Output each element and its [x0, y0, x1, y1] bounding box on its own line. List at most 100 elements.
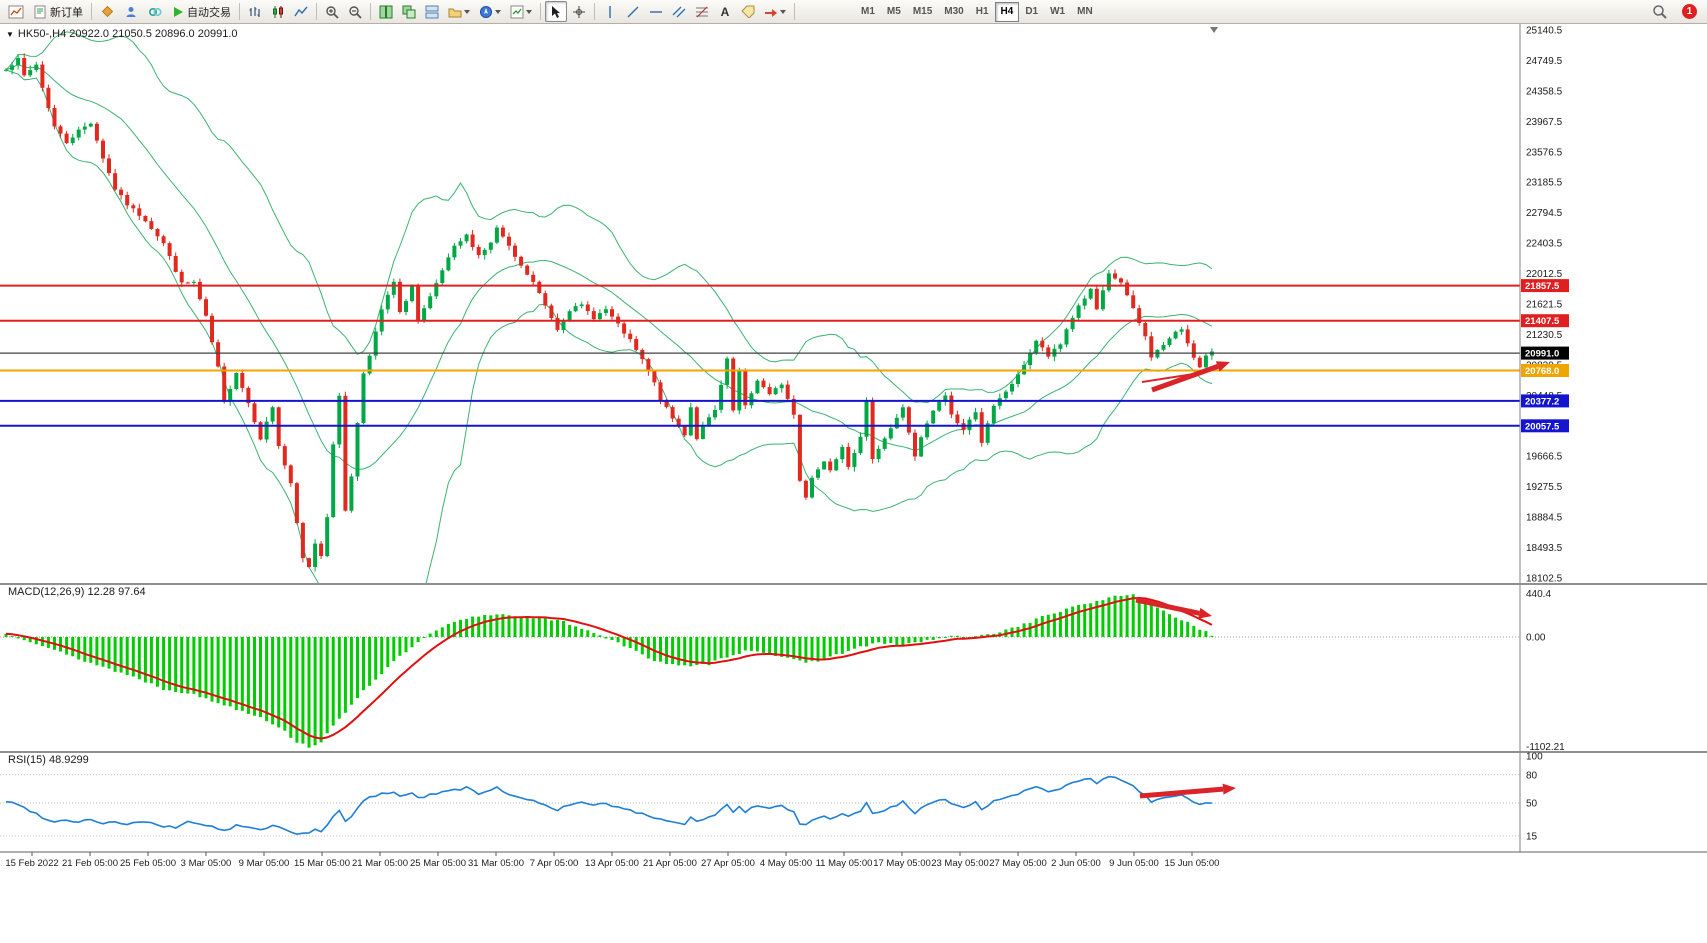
timeframe-group: M1 M5 M15 M30 H1 H4 D1 W1 MN — [855, 1, 1099, 22]
toolbar-separator — [239, 3, 240, 20]
svg-text:11 May 05:00: 11 May 05:00 — [816, 858, 873, 869]
svg-text:21 Apr 05:00: 21 Apr 05:00 — [643, 858, 697, 869]
price-scale[interactable] — [1521, 24, 1707, 852]
toolbar-separator — [594, 3, 595, 20]
arrange-windows-icon[interactable] — [421, 1, 443, 22]
svg-text:3 Mar 05:00: 3 Mar 05:00 — [181, 858, 232, 869]
toolbar-separator — [370, 3, 371, 20]
chevron-down-icon — [780, 9, 786, 14]
new-order-button[interactable]: 新订单 — [29, 1, 87, 22]
main-price-panel[interactable] — [0, 24, 1520, 584]
svg-text:80: 80 — [1526, 770, 1538, 781]
timeframe-button-H4[interactable]: H4 — [994, 1, 1020, 22]
notification-badge[interactable]: 1 — [1682, 4, 1697, 19]
svg-text:9 Mar 05:00: 9 Mar 05:00 — [239, 858, 290, 869]
navigator-icon[interactable] — [475, 1, 505, 22]
timeframe-button-D1[interactable]: D1 — [1025, 6, 1039, 17]
zoom-in-icon[interactable] — [321, 1, 343, 22]
svg-text:31 Mar 05:00: 31 Mar 05:00 — [468, 858, 524, 869]
macd-panel[interactable] — [0, 585, 1520, 751]
candlestick-chart-icon[interactable] — [267, 1, 289, 22]
rsi-value: 48.9299 — [48, 754, 89, 766]
cursor-tool[interactable] — [545, 1, 567, 22]
indicators-icon[interactable] — [506, 1, 536, 22]
timeframe-button-MN[interactable]: MN — [1077, 6, 1093, 17]
auto-trading-play-icon — [174, 6, 183, 17]
svg-text:17 May 05:00: 17 May 05:00 — [873, 858, 931, 869]
svg-text:25140.5: 25140.5 — [1526, 26, 1563, 37]
channel-tool[interactable] — [668, 1, 690, 22]
zoom-out-icon[interactable] — [344, 1, 366, 22]
horizontal-line-tool[interactable] — [645, 1, 667, 22]
rsi-title: RSI(15) — [8, 754, 46, 766]
chart-collapse-icon[interactable]: ▼ — [6, 30, 14, 39]
svg-text:20057.5: 20057.5 — [1525, 421, 1560, 432]
line-chart-icon[interactable] — [290, 1, 312, 22]
cascade-windows-icon[interactable] — [398, 1, 420, 22]
auto-trading-button[interactable]: 自动交易 — [168, 1, 235, 22]
label-tool[interactable] — [737, 1, 759, 22]
svg-text:18102.5: 18102.5 — [1526, 574, 1563, 585]
profiles-icon[interactable] — [444, 1, 474, 22]
svg-text:22403.5: 22403.5 — [1526, 239, 1563, 250]
chevron-down-icon — [464, 9, 470, 14]
main-toolbar: 新订单 自动交易 A M1 M5 M15 M30 H1 H4 D1 W1 MN 1 — [0, 0, 1707, 24]
timeframe-button-M5[interactable]: M5 — [886, 6, 901, 17]
text-tool[interactable]: A — [714, 1, 736, 22]
timeframe-button-H1[interactable]: H1 — [975, 6, 989, 17]
chart-ohlc-label: HK50-,H4 20922.0 21050.5 20896.0 20991.0 — [17, 28, 238, 40]
community-icon[interactable] — [143, 1, 167, 22]
svg-text:50: 50 — [1526, 799, 1538, 810]
signals-icon[interactable] — [120, 1, 142, 22]
svg-text:15 Mar 05:00: 15 Mar 05:00 — [294, 858, 350, 869]
search-icon[interactable] — [1648, 1, 1671, 22]
rsi-header: RSI(15) 48.9299 — [8, 754, 89, 766]
chart-window-icon[interactable] — [4, 1, 28, 22]
rsi-panel[interactable] — [0, 753, 1520, 852]
fibonacci-tool[interactable] — [691, 1, 713, 22]
svg-text:15 Feb 2022: 15 Feb 2022 — [5, 858, 58, 869]
notification-count: 1 — [1686, 6, 1693, 17]
svg-text:15: 15 — [1526, 831, 1538, 842]
trendline-tool[interactable] — [622, 1, 644, 22]
svg-text:19275.5: 19275.5 — [1526, 482, 1563, 493]
svg-text:21857.5: 21857.5 — [1525, 281, 1560, 292]
text-tool-label: A — [720, 4, 730, 19]
vertical-line-tool[interactable] — [599, 1, 621, 22]
svg-text:24358.5: 24358.5 — [1526, 86, 1563, 97]
svg-text:25 Mar 05:00: 25 Mar 05:00 — [410, 858, 466, 869]
svg-text:21 Feb 05:00: 21 Feb 05:00 — [62, 858, 118, 869]
tile-windows-icon[interactable] — [375, 1, 397, 22]
svg-text:18884.5: 18884.5 — [1526, 513, 1563, 524]
svg-text:19666.5: 19666.5 — [1526, 452, 1563, 463]
crosshair-tool[interactable] — [568, 1, 590, 22]
new-order-icon — [34, 5, 46, 18]
svg-text:27 Apr 05:00: 27 Apr 05:00 — [701, 858, 755, 869]
svg-text:440.4: 440.4 — [1526, 589, 1551, 600]
timeframe-button-W1[interactable]: W1 — [1050, 6, 1066, 17]
timeframe-button-M1[interactable]: M1 — [861, 6, 875, 17]
toolbar-separator — [794, 3, 795, 20]
svg-text:15 Jun 05:00: 15 Jun 05:00 — [1165, 858, 1220, 869]
chevron-down-icon — [526, 9, 532, 14]
svg-text:2 Jun 05:00: 2 Jun 05:00 — [1051, 858, 1101, 869]
svg-text:21407.5: 21407.5 — [1525, 316, 1560, 327]
macd-title: MACD(12,26,9) — [8, 586, 85, 598]
timeframe-button-M15[interactable]: M15 — [912, 6, 933, 17]
timeframe-button-M30[interactable]: M30 — [944, 6, 964, 17]
time-scale[interactable] — [0, 853, 1707, 871]
toolbar-separator — [91, 3, 92, 20]
svg-text:22012.5: 22012.5 — [1526, 269, 1563, 280]
svg-text:-1102.21: -1102.21 — [1526, 742, 1565, 753]
svg-text:23 May 05:00: 23 May 05:00 — [931, 858, 989, 869]
shapes-tool[interactable] — [760, 1, 790, 22]
chart-header: ▼ HK50-,H4 20922.0 21050.5 20896.0 20991.… — [6, 28, 238, 40]
svg-text:21230.5: 21230.5 — [1526, 330, 1563, 341]
svg-text:0.00: 0.00 — [1526, 632, 1546, 643]
chevron-down-icon — [495, 9, 501, 14]
svg-text:7 Apr 05:00: 7 Apr 05:00 — [530, 858, 579, 869]
mql-market-icon[interactable] — [96, 1, 119, 22]
bar-chart-icon[interactable] — [244, 1, 266, 22]
svg-text:21 Mar 05:00: 21 Mar 05:00 — [352, 858, 408, 869]
